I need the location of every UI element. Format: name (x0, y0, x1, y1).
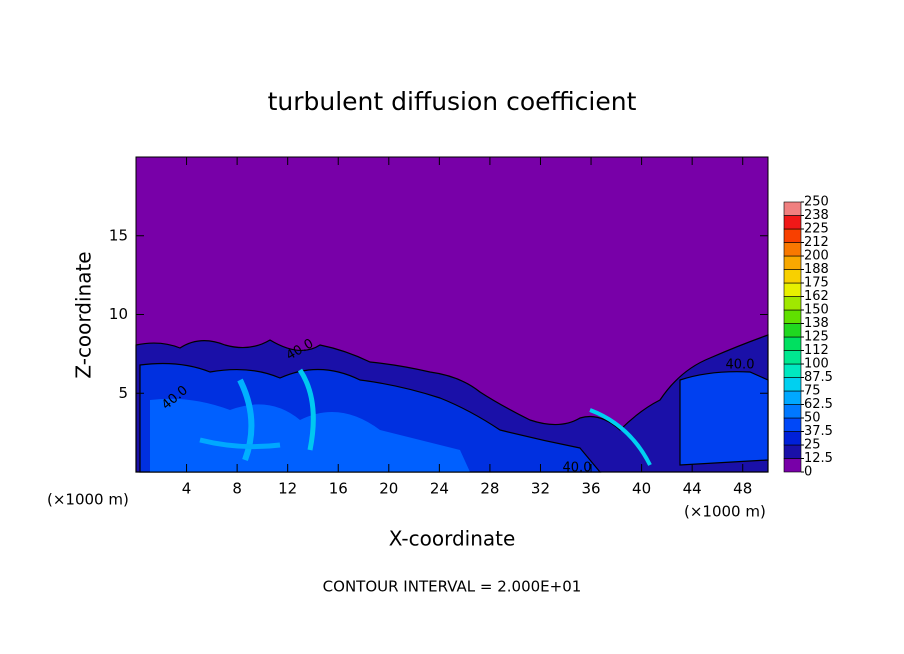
x-tick-label: 4 (182, 480, 192, 498)
colorbar-band (783, 201, 802, 216)
x-tick-label: 32 (531, 480, 550, 498)
x-tick-label: 24 (430, 480, 449, 498)
x-axis-label: X-coordinate (389, 527, 516, 551)
x-tick-label: 28 (480, 480, 499, 498)
x-tick-label: 16 (329, 480, 348, 498)
colorbar-band (783, 350, 802, 365)
colorbar-band (783, 390, 802, 405)
colorbar-label: 138 (804, 316, 829, 331)
colorbar-label: 162 (804, 289, 829, 304)
colorbar-label: 125 (804, 330, 829, 345)
colorbar-label: 50 (804, 411, 821, 426)
contour-label: 40.0 (563, 461, 592, 476)
colorbar-band (783, 242, 802, 257)
colorbar-band (783, 228, 802, 243)
x-tick-label: 44 (683, 480, 702, 498)
x-tick-label: 12 (278, 480, 297, 498)
colorbar-band (783, 296, 802, 311)
x-unit-left: (×1000 m) (47, 491, 129, 509)
colorbar-band (783, 215, 802, 230)
x-tick-label: 36 (581, 480, 600, 498)
colorbar-band (783, 417, 802, 432)
colorbar-label: 112 (804, 343, 829, 358)
colorbar-band (783, 363, 802, 378)
y-tick-label: 15 (109, 226, 128, 244)
chart-title: turbulent diffusion coefficient (268, 87, 637, 116)
x-tick-label: 8 (232, 480, 242, 498)
colorbar-band (783, 282, 802, 297)
colorbar-band (783, 269, 802, 284)
colorbar-band (783, 444, 802, 459)
colorbar-label: 212 (804, 235, 829, 250)
colorbar-label: 100 (804, 357, 829, 372)
colorbar-band (783, 431, 802, 446)
colorbar-label: 188 (804, 262, 829, 277)
colorbar-band (783, 458, 802, 473)
colorbar-label: 250 (804, 195, 829, 210)
colorbar-label: 25 (804, 438, 821, 453)
y-tick-label: 5 (118, 384, 128, 402)
colorbar-band (783, 255, 802, 270)
x-tick-label: 48 (733, 480, 752, 498)
colorbar-label: 37.5 (804, 424, 833, 439)
colorbar-label: 87.5 (804, 370, 833, 385)
colorbar-band (783, 377, 802, 392)
colorbar-band (783, 336, 802, 351)
colorbar-label: 12.5 (804, 451, 833, 466)
x-unit-right: (×1000 m) (684, 503, 766, 521)
colorbar-label: 62.5 (804, 397, 833, 412)
colorbar-label: 75 (804, 384, 821, 399)
colorbar-label: 225 (804, 222, 829, 237)
y-axis-label: Z-coordinate (72, 251, 96, 378)
colorbar-label: 200 (804, 249, 829, 264)
colorbar-band (783, 323, 802, 338)
colorbar-label: 150 (804, 303, 829, 318)
contour-interval-note: CONTOUR INTERVAL = 2.000E+01 (323, 578, 582, 596)
contour-label: 40.0 (726, 358, 755, 373)
x-tick-label: 20 (379, 480, 398, 498)
colorbar-label: 0 (804, 465, 812, 480)
y-tick-label: 10 (109, 305, 128, 323)
colorbar-band (783, 309, 802, 324)
colorbar-band (783, 404, 802, 419)
x-tick-label: 40 (632, 480, 651, 498)
field-texture (135, 334, 769, 473)
colorbar-label: 175 (804, 276, 829, 291)
colorbar-label: 238 (804, 208, 829, 223)
